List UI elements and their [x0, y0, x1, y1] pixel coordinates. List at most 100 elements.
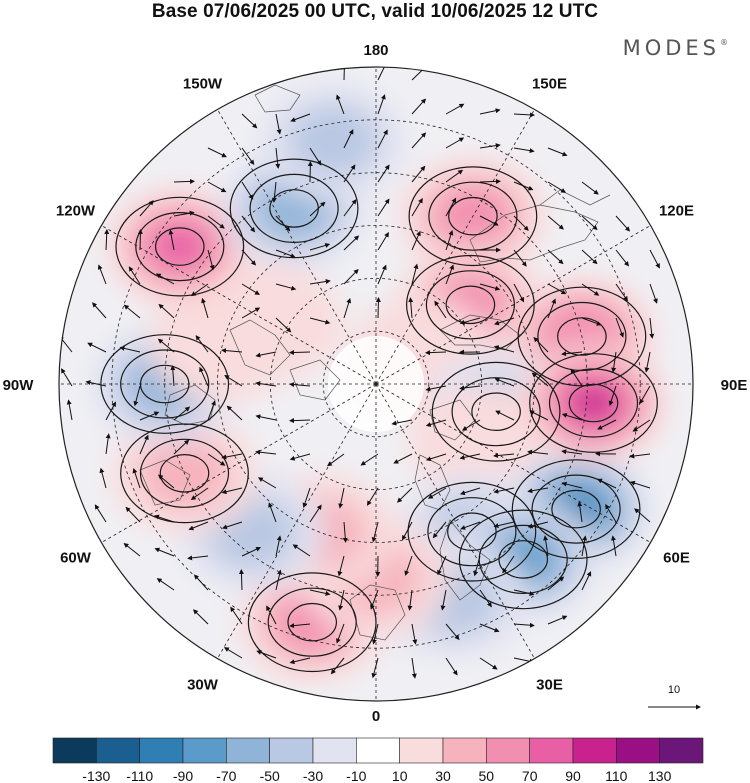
wind-arrow	[207, 147, 227, 158]
wind-arrow	[190, 487, 209, 500]
wind-arrow	[597, 478, 617, 489]
wind-arrow	[445, 264, 455, 285]
wind-arrow	[360, 453, 379, 466]
wind-arrow	[513, 283, 525, 303]
wind-arrow	[275, 147, 281, 169]
colorbar-swatch	[182, 737, 227, 764]
wind-arrow	[377, 94, 386, 115]
colorbar-swatch	[139, 737, 184, 764]
wind-arrow	[561, 481, 583, 489]
streamline	[408, 166, 538, 267]
wind-arrow	[377, 198, 390, 217]
wind-arrow	[139, 200, 154, 217]
wind-arrow	[459, 317, 481, 325]
wind-arrow	[377, 67, 388, 81]
colorbar-tick-label: -70	[216, 768, 236, 783]
wind-arrow	[207, 181, 227, 193]
wind-arrow	[527, 449, 549, 455]
wind-arrow	[238, 569, 244, 591]
wind-arrow	[479, 283, 501, 291]
wind-arrow	[404, 555, 413, 576]
streamline	[135, 212, 225, 282]
wind-arrow	[207, 215, 225, 229]
wind-arrow	[493, 345, 515, 353]
colorbar-swatch	[312, 737, 357, 764]
wind-arrow	[199, 366, 209, 387]
wind-arrow	[502, 555, 515, 574]
wind-arrow	[309, 147, 322, 166]
wind-arrow	[99, 467, 107, 489]
wind-arrow	[271, 181, 277, 203]
wind-arrow	[393, 453, 413, 464]
wind-arrow	[105, 433, 111, 455]
streamline	[159, 453, 210, 493]
wind-arrow	[275, 215, 291, 232]
wind-arrow	[527, 487, 549, 494]
wind-arrow	[275, 249, 296, 258]
wind-arrow	[377, 164, 390, 183]
streamline	[120, 423, 249, 524]
reference-vector-label: 10	[668, 684, 680, 696]
longitude-label: 180	[363, 42, 388, 59]
streamline	[406, 254, 535, 355]
longitude-label: 120E	[659, 203, 694, 220]
wind-arrow	[411, 230, 421, 251]
wind-arrow	[241, 113, 258, 129]
registered-mark: ®	[720, 38, 728, 47]
wind-arrow	[157, 338, 175, 353]
wind-arrow	[479, 143, 501, 149]
circulation-contours	[100, 158, 658, 673]
wind-arrow	[371, 521, 379, 543]
wind-arrow	[561, 413, 583, 421]
wind-arrow	[289, 623, 311, 629]
wind-arrow	[190, 283, 209, 297]
wind-arrow	[66, 399, 73, 421]
wind-arrow	[639, 385, 651, 405]
wind-arrow	[255, 414, 277, 421]
wind-arrow	[434, 300, 447, 319]
wind-arrow	[195, 335, 209, 353]
wind-arrow	[338, 487, 345, 509]
colorbar-tick-label: -10	[346, 768, 366, 783]
wind-arrow	[615, 249, 630, 267]
wind-arrow	[241, 181, 254, 200]
wind-arrow	[513, 112, 535, 118]
wind-arrow	[445, 230, 454, 251]
wind-arrow	[370, 589, 379, 610]
wind-arrow	[561, 449, 583, 455]
wind-arrow	[154, 514, 175, 523]
wind-arrow	[132, 468, 141, 489]
wind-arrow	[629, 480, 651, 489]
wind-arrow	[629, 453, 651, 459]
streamline	[247, 572, 377, 673]
wind-arrow	[479, 215, 499, 226]
wind-arrow	[440, 589, 447, 611]
wind-arrow	[221, 487, 243, 495]
colorbar-swatch	[572, 737, 617, 764]
wind-arrow	[493, 453, 515, 459]
wind-arrow	[581, 215, 598, 231]
wind-arrow	[479, 178, 501, 184]
wind-arrow	[255, 381, 277, 387]
colorbar-swatch	[486, 737, 530, 764]
wind-arrow	[425, 385, 447, 392]
meridian-line	[217, 109, 377, 385]
wind-arrow	[411, 132, 427, 149]
wind-arrow	[156, 578, 175, 591]
colorbar-swatch	[616, 737, 660, 764]
wind-arrow	[104, 229, 110, 251]
colorbar-swatch	[96, 737, 140, 764]
colorbar-swatch	[659, 737, 704, 764]
streamline	[448, 196, 498, 236]
meridian-line	[375, 383, 651, 543]
wind-arrow	[493, 487, 515, 494]
wind-arrow	[411, 98, 427, 115]
anomaly-blob	[288, 104, 379, 178]
wind-arrow	[411, 165, 426, 183]
longitude-label: 150W	[183, 76, 223, 93]
longitude-label: 30E	[536, 677, 563, 694]
wind-arrow	[201, 297, 209, 319]
colorbar-tick-label: -130	[82, 768, 110, 783]
wind-arrow	[649, 317, 655, 339]
streamline	[447, 512, 497, 552]
